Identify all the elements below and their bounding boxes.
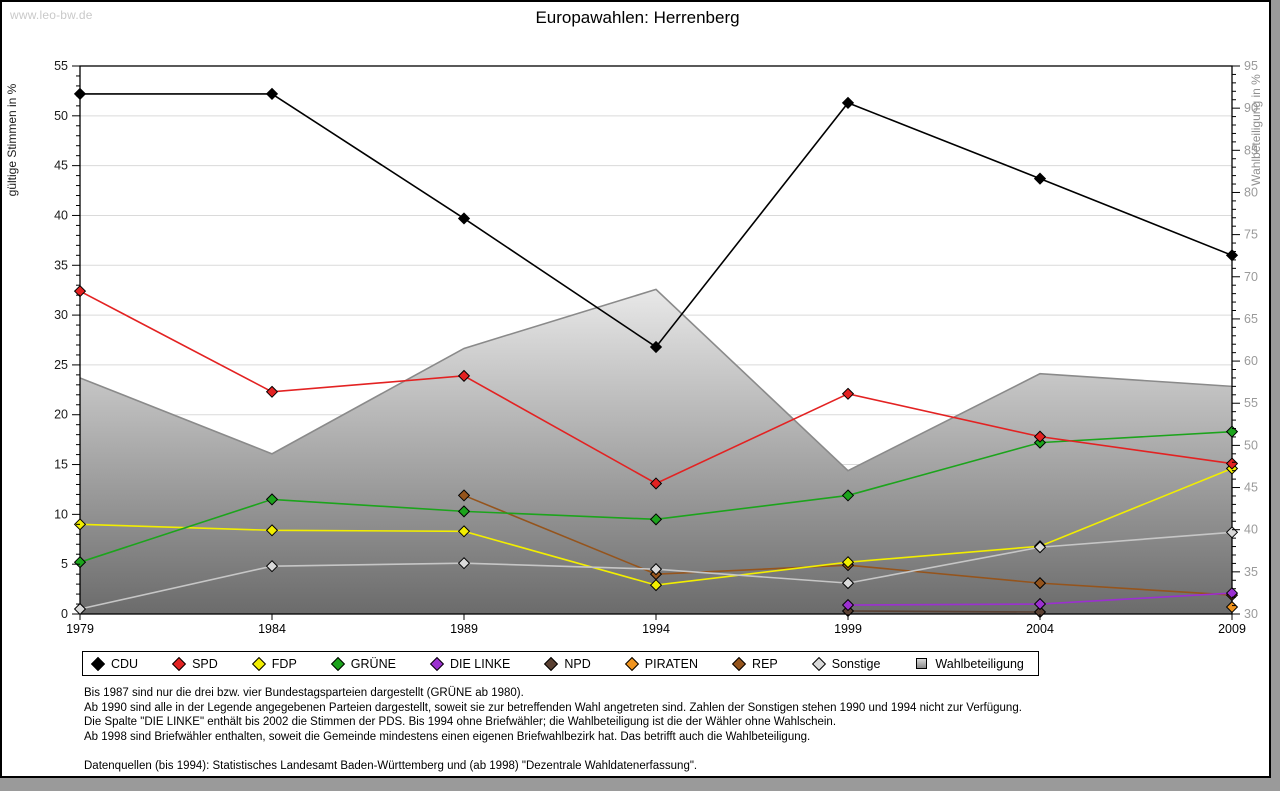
left-axis-label: gültige Stimmen in % <box>5 83 19 196</box>
svg-text:40: 40 <box>54 208 68 222</box>
legend-label: NPD <box>564 656 591 671</box>
svg-text:2004: 2004 <box>1026 622 1054 636</box>
svg-text:55: 55 <box>1244 396 1258 410</box>
data-source-note: Datenquellen (bis 1994): Statistisches L… <box>84 760 698 772</box>
footnote-line: Ab 1990 sind alle in der Legende angegeb… <box>84 701 1022 714</box>
legend-item-grüne: GRÜNE <box>330 656 396 671</box>
svg-text:10: 10 <box>54 507 68 521</box>
legend-label: GRÜNE <box>350 656 396 671</box>
series-marker-icon <box>251 656 266 671</box>
svg-text:40: 40 <box>1244 523 1258 537</box>
legend-item-npd: NPD <box>544 656 591 671</box>
footnote-line: Ab 1998 sind Briefwähler enthalten, sowe… <box>84 730 811 743</box>
svg-text:50: 50 <box>54 109 68 123</box>
legend-label: FDP <box>271 656 297 671</box>
legend-item-wahlbeteiligung: Wahlbeteiligung <box>916 656 1024 671</box>
legend-item-piraten: PIRATEN <box>624 656 699 671</box>
svg-text:55: 55 <box>54 59 68 73</box>
svg-text:30: 30 <box>54 308 68 322</box>
svg-text:80: 80 <box>1244 185 1258 199</box>
legend-label: DIE LINKE <box>449 656 511 671</box>
legend-label: PIRATEN <box>644 656 699 671</box>
series-marker-icon <box>330 656 345 671</box>
svg-text:25: 25 <box>54 358 68 372</box>
svg-text:0: 0 <box>61 607 68 621</box>
svg-text:75: 75 <box>1244 228 1258 242</box>
right-axis-label: Wahlbeteiligung in % <box>1249 74 1263 186</box>
svg-text:65: 65 <box>1244 312 1258 326</box>
chart-title: Europawahlen: Herrenberg <box>535 8 740 27</box>
footnote-line: Bis 1987 sind nur die drei bzw. vier Bun… <box>84 687 524 699</box>
legend-item-spd: SPD <box>172 656 218 671</box>
series-marker-icon <box>429 656 445 671</box>
svg-text:35: 35 <box>54 258 68 272</box>
svg-text:1984: 1984 <box>258 622 286 636</box>
legend-label: REP <box>752 656 778 671</box>
election-line-chart: 0 5 10 15 20 25 30 35 40 45 50 55 30 35 40 45 50 55 60 65 70… <box>5 59 1263 636</box>
svg-text:60: 60 <box>1244 354 1258 368</box>
svg-text:1979: 1979 <box>66 622 94 636</box>
svg-text:20: 20 <box>54 408 68 422</box>
legend-item-fdp: FDP <box>251 656 297 671</box>
svg-text:2009: 2009 <box>1218 622 1246 636</box>
svg-text:90: 90 <box>1244 101 1258 115</box>
series-marker-icon <box>624 656 639 671</box>
svg-text:95: 95 <box>1244 59 1258 73</box>
svg-text:5: 5 <box>61 557 68 571</box>
legend-label: Sonstige <box>831 656 881 671</box>
legend-item-cdu: CDU <box>90 656 139 671</box>
legend-label: Wahlbeteiligung <box>935 656 1024 671</box>
series-marker-icon <box>811 656 826 671</box>
chart-footnotes: Bis 1987 sind nur die drei bzw. vier Bun… <box>84 686 1224 774</box>
svg-text:45: 45 <box>54 159 68 173</box>
series-marker-icon <box>731 656 747 671</box>
legend-item-sonstige: Sonstige <box>811 656 881 671</box>
footnote-line: Die Spalte "DIE LINKE" enthält bis 2002 … <box>84 716 837 728</box>
svg-text:85: 85 <box>1244 143 1258 157</box>
svg-text:45: 45 <box>1244 481 1258 495</box>
series-marker-icon <box>544 656 559 671</box>
svg-text:70: 70 <box>1244 270 1258 284</box>
legend-label: SPD <box>192 656 218 671</box>
svg-text:1999: 1999 <box>834 622 862 636</box>
series-marker-icon <box>172 656 187 671</box>
page-frame: www.leo-bw.de Europawahlen: Herrenberg 0… <box>0 0 1271 778</box>
legend-label: CDU <box>111 656 139 671</box>
svg-text:1994: 1994 <box>642 622 670 636</box>
svg-text:35: 35 <box>1244 565 1258 579</box>
chart-legend: CDU SPD FDP GRÜNE DIE LINKE NPD PIRATEN REP Sons… <box>82 651 1039 676</box>
series-marker-icon <box>90 656 106 671</box>
svg-text:30: 30 <box>1244 607 1258 621</box>
site-watermark: www.leo-bw.de <box>10 8 93 22</box>
svg-text:1989: 1989 <box>450 622 478 636</box>
svg-text:15: 15 <box>54 458 68 472</box>
svg-text:50: 50 <box>1244 438 1258 452</box>
turnout-area-swatch <box>916 658 928 669</box>
legend-item-rep: REP <box>731 656 778 671</box>
legend-item-die-linke: DIE LINKE <box>429 656 511 671</box>
